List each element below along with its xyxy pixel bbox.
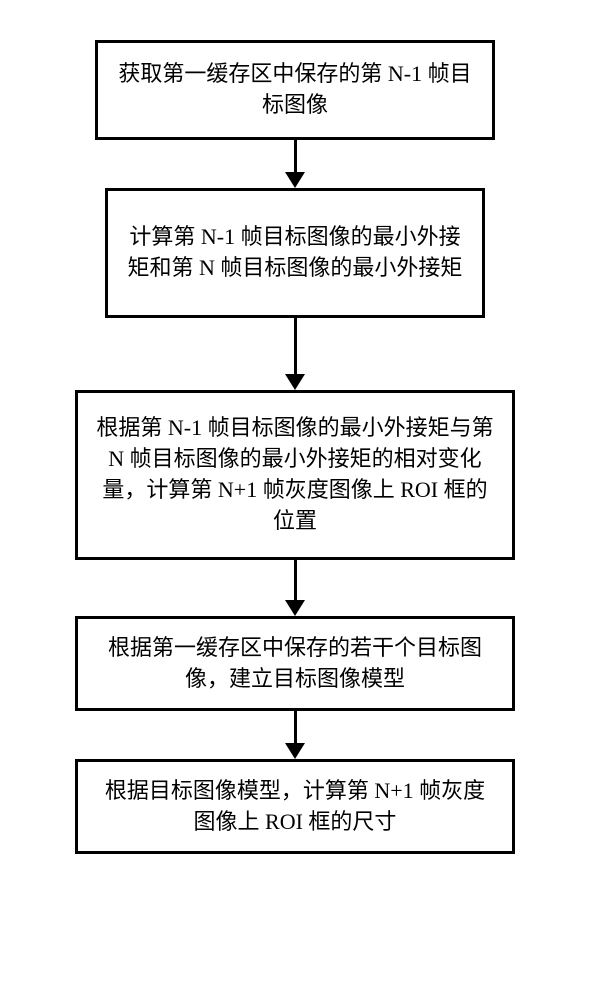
flow-node-1: 获取第一缓存区中保存的第 N-1 帧目标图像 — [95, 40, 495, 140]
flow-node-5-text: 根据目标图像模型，计算第 N+1 帧灰度图像上 ROI 框的尺寸 — [94, 776, 496, 838]
arrow-head-icon — [285, 600, 305, 616]
flow-arrow-1 — [285, 140, 305, 188]
flow-node-3-text: 根据第 N-1 帧目标图像的最小外接矩与第 N 帧目标图像的最小外接矩的相对变化… — [94, 413, 496, 536]
flow-node-2-text: 计算第 N-1 帧目标图像的最小外接矩和第 N 帧目标图像的最小外接矩 — [126, 222, 464, 284]
flow-arrow-4 — [285, 711, 305, 759]
flow-node-4: 根据第一缓存区中保存的若干个目标图像，建立目标图像模型 — [75, 616, 515, 711]
flow-node-4-text: 根据第一缓存区中保存的若干个目标图像，建立目标图像模型 — [94, 633, 496, 695]
arrow-shaft — [294, 560, 297, 600]
flow-arrow-3 — [285, 560, 305, 616]
flow-arrow-2 — [285, 318, 305, 390]
flowchart: 获取第一缓存区中保存的第 N-1 帧目标图像 计算第 N-1 帧目标图像的最小外… — [0, 0, 590, 854]
flow-node-2: 计算第 N-1 帧目标图像的最小外接矩和第 N 帧目标图像的最小外接矩 — [105, 188, 485, 318]
arrow-shaft — [294, 711, 297, 743]
flow-node-1-text: 获取第一缓存区中保存的第 N-1 帧目标图像 — [116, 59, 474, 121]
arrow-shaft — [294, 318, 297, 374]
arrow-head-icon — [285, 743, 305, 759]
flow-node-3: 根据第 N-1 帧目标图像的最小外接矩与第 N 帧目标图像的最小外接矩的相对变化… — [75, 390, 515, 560]
arrow-head-icon — [285, 374, 305, 390]
arrow-head-icon — [285, 172, 305, 188]
arrow-shaft — [294, 140, 297, 172]
flow-node-5: 根据目标图像模型，计算第 N+1 帧灰度图像上 ROI 框的尺寸 — [75, 759, 515, 854]
